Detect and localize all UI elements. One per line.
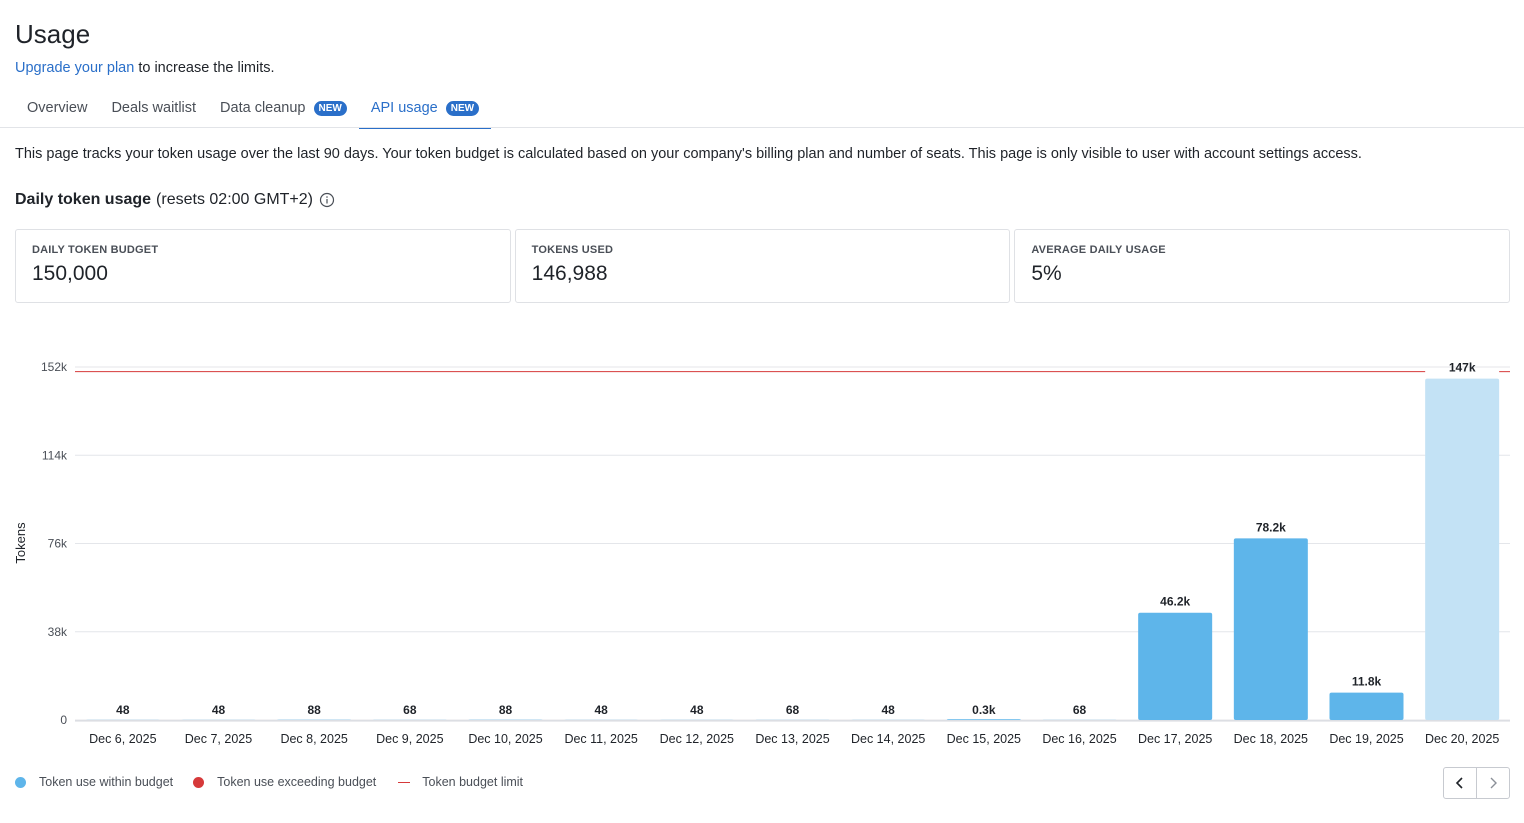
legend-label: Token use exceeding budget [217, 775, 377, 789]
previous-page-button[interactable] [1444, 768, 1476, 798]
card-label: TOKENS USED [531, 244, 614, 256]
legend-swatch [15, 776, 26, 788]
x-tick-label: Dec 7, 2025 [185, 732, 252, 746]
daily-token-budget-card: DAILY TOKEN BUDGET 150,000 [15, 229, 511, 303]
section-title: Daily token usage [15, 191, 152, 208]
x-tick-label: Dec 18, 2025 [1234, 732, 1308, 746]
bar-value-label: 88 [307, 703, 321, 717]
tab-deals-waitlist[interactable]: Deals waitlist [99, 88, 208, 128]
card-label: AVERAGE DAILY USAGE [1031, 244, 1166, 256]
x-tick-label: Dec 14, 2025 [851, 732, 925, 746]
upgrade-message: Upgrade your plan to increase the limits… [15, 60, 275, 76]
bar-value-label: 0.3k [972, 703, 996, 717]
y-axis-label: Tokens [13, 522, 28, 564]
x-tick-label: Dec 8, 2025 [280, 732, 347, 746]
y-tick-label: 76k [48, 537, 68, 551]
bar-value-label: 48 [881, 703, 895, 717]
tab-api-usage[interactable]: API usage NEW [358, 88, 492, 129]
tab-overview[interactable]: Overview [15, 88, 99, 128]
x-tick-label: Dec 13, 2025 [755, 732, 829, 746]
bar-value-label: 88 [499, 703, 513, 717]
bar-value-label: 147k [1449, 361, 1476, 375]
y-tick-label: 38k [48, 625, 68, 639]
section-heading: Daily token usage (resets 02:00 GMT+2) [15, 191, 335, 209]
usage-tabs: Overview Deals waitlist Data cleanup NEW… [15, 88, 492, 129]
tab-label: Data cleanup [220, 100, 306, 116]
y-tick-label: 152k [41, 360, 68, 374]
card-value: 150,000 [32, 262, 108, 285]
x-tick-label: Dec 16, 2025 [1042, 732, 1116, 746]
legend-budget-limit: Token budget limit [396, 775, 523, 789]
chart-legend: Token use within budget Token use exceed… [15, 775, 543, 789]
tokens-used-card: TOKENS USED 146,988 [514, 229, 1011, 303]
bar-value-label: 68 [786, 703, 800, 717]
page-title: Usage [15, 19, 91, 49]
bar-value-label: 48 [690, 703, 704, 717]
legend-within-budget: Token use within budget [15, 775, 173, 789]
upgrade-plan-link[interactable]: Upgrade your plan [15, 60, 135, 76]
tab-data-cleanup[interactable]: Data cleanup NEW [208, 88, 359, 128]
legend-swatch [193, 776, 205, 788]
y-tick-label: 0 [60, 713, 67, 727]
bar-value-label: 48 [594, 703, 608, 717]
bar [1138, 612, 1213, 720]
x-tick-label: Dec 11, 2025 [564, 732, 637, 746]
card-value: 5% [1031, 262, 1062, 285]
card-value: 146,988 [531, 262, 608, 285]
tab-label: API usage [370, 100, 438, 116]
legend-label: Token budget limit [422, 775, 524, 789]
x-tick-label: Dec 9, 2025 [376, 732, 443, 746]
token-usage-chart: 0 38k 76k 114k 152k Tokens 48 Dec 6, 2025 48 Dec … [0, 330, 1524, 765]
next-page-button[interactable] [1476, 768, 1509, 798]
x-tick-label: Dec 15, 2025 [947, 732, 1021, 746]
new-badge: NEW [445, 100, 480, 116]
chart-pager [1443, 767, 1510, 799]
bar-value-label: 11.8k [1352, 675, 1382, 689]
bar-value-label: 68 [403, 703, 417, 717]
tabs-divider [0, 127, 1524, 128]
y-tick-label: 114k [42, 448, 68, 462]
chevron-left-icon [1455, 777, 1463, 789]
x-tick-label: Dec 17, 2025 [1138, 732, 1212, 746]
x-tick-label: Dec 10, 2025 [468, 732, 542, 746]
legend-line-swatch [398, 781, 411, 783]
summary-cards: DAILY TOKEN BUDGET 150,000 TOKENS USED 1… [15, 229, 1511, 303]
card-label: DAILY TOKEN BUDGET [32, 244, 159, 256]
tab-label: Overview [27, 100, 88, 116]
upgrade-message-suffix: to increase the limits. [134, 60, 275, 76]
bar-value-label: 78.2k [1256, 520, 1286, 534]
bar-value-label: 46.2k [1160, 595, 1190, 609]
legend-label: Token use within budget [39, 775, 174, 789]
average-daily-usage-card: AVERAGE DAILY USAGE 5% [1014, 229, 1511, 303]
new-badge: NEW [313, 100, 347, 116]
chevron-right-icon [1490, 777, 1497, 789]
x-tick-label: Dec 20, 2025 [1425, 732, 1499, 746]
x-tick-label: Dec 6, 2025 [89, 732, 156, 746]
x-tick-label: Dec 12, 2025 [660, 732, 734, 746]
bar-value-label: 48 [212, 703, 226, 717]
info-circle-icon[interactable] [319, 192, 335, 208]
bar-value-label: 48 [116, 703, 130, 717]
bar [1329, 692, 1404, 720]
token-usage-chart-svg: 0 38k 76k 114k 152k Tokens 48 Dec 6, 2025 48 Dec … [13, 360, 1510, 746]
bar [1425, 378, 1500, 720]
section-subtitle: (resets 02:00 GMT+2) [156, 191, 313, 208]
bar [1233, 538, 1308, 720]
x-tick-label: Dec 19, 2025 [1329, 732, 1403, 746]
legend-exceeding-budget: Token use exceeding budget [193, 775, 376, 789]
bar [946, 719, 1021, 720]
page-description: This page tracks your token usage over t… [15, 146, 1362, 162]
bar-value-label: 68 [1073, 703, 1087, 717]
tab-label: Deals waitlist [111, 100, 197, 116]
